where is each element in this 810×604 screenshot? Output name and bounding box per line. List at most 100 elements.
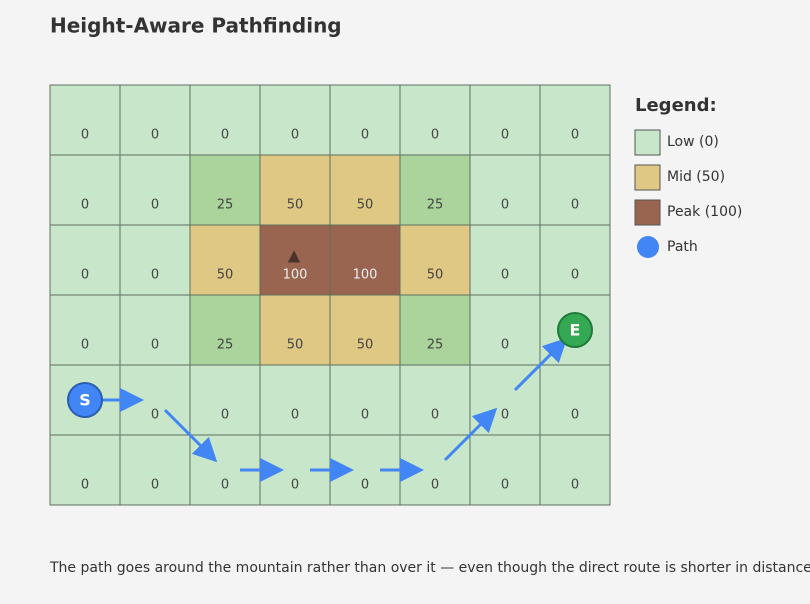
cell: [49, 294, 121, 366]
cell-height: 0: [221, 408, 229, 423]
cell: [49, 154, 121, 226]
legend-title: Legend:: [635, 95, 717, 116]
cell: [259, 294, 331, 366]
cell-height: 0: [571, 268, 579, 283]
cell-height: 0: [151, 478, 159, 493]
cell-height: 0: [151, 408, 159, 423]
legend-label: Low (0): [667, 134, 719, 150]
legend-swatch: [637, 236, 659, 258]
cell: [469, 294, 541, 366]
cell-height: 0: [151, 128, 159, 143]
cell: [189, 224, 261, 296]
cell-height: 0: [361, 128, 369, 143]
cell: [469, 434, 541, 506]
cell-height: 0: [81, 128, 89, 143]
cell-height: 0: [431, 408, 439, 423]
caption: The path goes around the mountain rather…: [49, 560, 810, 576]
cell-height: 0: [571, 198, 579, 213]
cell-height: 0: [81, 198, 89, 213]
cell-height: 25: [427, 338, 444, 353]
start-label: S: [79, 391, 91, 410]
cell-height: 0: [431, 128, 439, 143]
end-label: E: [570, 321, 581, 340]
cell: [189, 294, 261, 366]
cell-height: 0: [221, 478, 229, 493]
cell-height: 0: [501, 198, 509, 213]
cell: [49, 224, 121, 296]
cell: [539, 364, 611, 436]
cell-height: 0: [361, 478, 369, 493]
cell: [539, 84, 611, 156]
cell: [259, 224, 331, 296]
cell: [329, 84, 401, 156]
title: Height-Aware Pathfinding: [50, 14, 342, 38]
legend-swatch: [634, 199, 661, 226]
cell: [329, 224, 401, 296]
cell: [189, 84, 261, 156]
start-marker: [67, 382, 103, 418]
cell: [119, 294, 191, 366]
peak-marker: ▲: [288, 246, 301, 265]
cell-height: 100: [283, 268, 308, 283]
cell: [469, 154, 541, 226]
cell-height: 0: [501, 338, 509, 353]
legend-label: Mid (50): [667, 169, 725, 185]
cell-height: 0: [221, 128, 229, 143]
cell-height: 50: [287, 198, 304, 213]
end-marker: [557, 312, 593, 348]
cell: [539, 434, 611, 506]
cell: [119, 434, 191, 506]
cell-height: 100: [353, 268, 378, 283]
cell: [469, 224, 541, 296]
legend-label: Path: [667, 239, 698, 255]
cell: [399, 294, 471, 366]
cell-height: 0: [361, 408, 369, 423]
cell: [329, 294, 401, 366]
cell: [49, 84, 121, 156]
cell: [329, 154, 401, 226]
cell: [49, 434, 121, 506]
cell-height: 25: [427, 198, 444, 213]
cell-height: 0: [571, 408, 579, 423]
cell: [469, 84, 541, 156]
cell-height: 25: [217, 198, 234, 213]
cell-height: 0: [571, 478, 579, 493]
cell-height: 0: [501, 408, 509, 423]
cell-height: 0: [501, 478, 509, 493]
legend-swatch: [634, 164, 661, 191]
cell-height: 0: [151, 338, 159, 353]
path-arrows: [100, 337, 568, 482]
cell: [399, 364, 471, 436]
cell-height: 50: [427, 268, 444, 283]
cell: [119, 224, 191, 296]
cell: [539, 224, 611, 296]
cell-height: 0: [291, 128, 299, 143]
cell-height: 0: [291, 408, 299, 423]
cell-height: 0: [81, 478, 89, 493]
cell-height: 25: [217, 338, 234, 353]
cell: [119, 154, 191, 226]
cell-height: 50: [357, 198, 374, 213]
cell: [259, 154, 331, 226]
cell: [399, 224, 471, 296]
legend-swatch: [634, 129, 661, 156]
cell: [189, 364, 261, 436]
cell-height: 0: [151, 198, 159, 213]
cell-height: 0: [501, 128, 509, 143]
cell: [189, 154, 261, 226]
cell: [259, 84, 331, 156]
cell: [119, 84, 191, 156]
cell-height: 50: [217, 268, 234, 283]
cell: [259, 364, 331, 436]
cell-height: 0: [431, 478, 439, 493]
cell-height: 0: [501, 268, 509, 283]
cell-height: 0: [571, 128, 579, 143]
cell: [399, 154, 471, 226]
cell-height: 0: [81, 338, 89, 353]
cell-height: 0: [81, 268, 89, 283]
cell-height: 50: [357, 338, 374, 353]
cell: [399, 84, 471, 156]
cell-height: 50: [287, 338, 304, 353]
